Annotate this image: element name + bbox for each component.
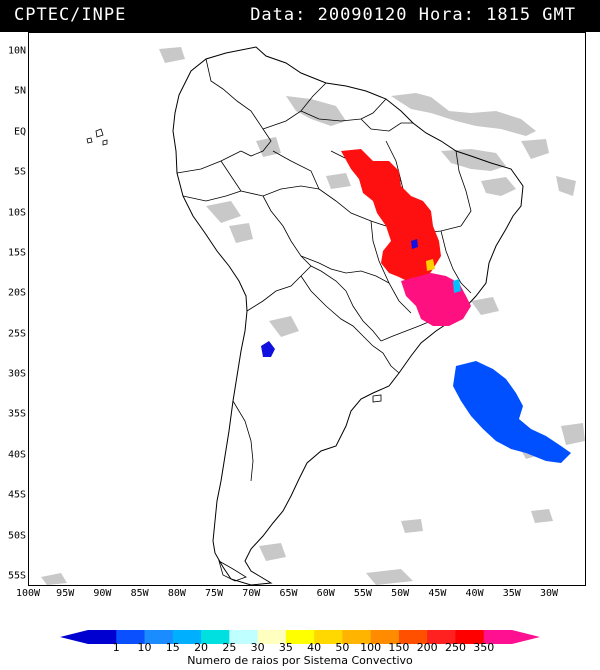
legend-tick-label: 50 xyxy=(335,641,350,654)
longitude-label: 30W xyxy=(539,588,559,599)
latitude-label: 25S xyxy=(7,328,26,340)
latitude-label: 10S xyxy=(7,207,26,219)
longitude-label: 65W xyxy=(279,588,298,599)
longitude-label: 100W xyxy=(15,588,41,599)
islands xyxy=(86,128,382,582)
lightning-blue xyxy=(453,361,571,463)
legend-swatch xyxy=(229,630,259,644)
legend-swatch xyxy=(455,630,485,644)
datetime-label: Data: 20090120 Hora: 1815 GMT xyxy=(250,5,576,25)
map-frame xyxy=(28,32,586,586)
source-label: CPTEC/INPE xyxy=(14,5,127,25)
legend-tick-label: 10 xyxy=(137,641,152,654)
legend-tick-label: 20 xyxy=(194,641,209,654)
legend-swatch xyxy=(483,630,513,644)
latitude-label: 55S xyxy=(7,570,26,582)
latitude-label: 45S xyxy=(7,489,26,501)
legend-colorbar xyxy=(60,630,540,644)
longitude-label: 40W xyxy=(465,588,484,599)
longitude-label: 70W xyxy=(242,588,261,599)
longitude-label: 75W xyxy=(205,588,224,599)
legend-caption: Numero de raios por Sistema Convectivo xyxy=(187,654,413,667)
legend-tick-label: 25 xyxy=(222,641,237,654)
longitude-label: 85W xyxy=(130,588,149,599)
legend-swatch xyxy=(398,630,428,644)
longitude-label: 60W xyxy=(316,588,335,599)
legend-swatch xyxy=(370,630,400,644)
latitude-label: 30S xyxy=(7,368,26,380)
lightning-dark-blue xyxy=(261,239,418,357)
lightning-cyan xyxy=(453,279,461,293)
legend-tick-label: 200 xyxy=(416,641,438,654)
latitude-label: 15S xyxy=(7,247,26,259)
longitude-label: 50W xyxy=(391,588,410,599)
latitude-label: 20S xyxy=(7,287,26,299)
longitude-label: 35W xyxy=(502,588,521,599)
latitude-label: 50S xyxy=(7,530,26,542)
title-bar: CPTEC/INPE Data: 20090120 Hora: 1815 GMT xyxy=(0,0,600,32)
legend-swatch xyxy=(201,630,230,644)
legend-swatch xyxy=(342,630,372,644)
lightning-yellow xyxy=(426,259,435,271)
legend-swatch xyxy=(116,630,146,644)
legend-right-arrow xyxy=(512,630,540,644)
legend-tick-label: 250 xyxy=(444,641,466,654)
latitude-label: 5S xyxy=(13,166,26,178)
legend-swatch xyxy=(427,630,456,644)
legend-left-arrow xyxy=(60,630,88,644)
legend-swatch xyxy=(88,630,117,644)
cloud-areas xyxy=(41,47,585,585)
legend-tick-label: 150 xyxy=(388,641,410,654)
lightning-red xyxy=(341,149,441,283)
legend-swatch xyxy=(257,630,287,644)
legend-swatch xyxy=(144,630,174,644)
legend-tick-label: 100 xyxy=(360,641,382,654)
longitude-label: 90W xyxy=(93,588,112,599)
legend-swatch xyxy=(172,630,202,644)
latitude-label: 35S xyxy=(7,408,26,420)
legend-tick-label: 1 xyxy=(112,641,120,654)
latitude-label: 40S xyxy=(7,449,26,461)
longitude-label: 80W xyxy=(167,588,186,599)
legend-tick-label: 35 xyxy=(278,641,293,654)
legend-tick-label: 350 xyxy=(473,641,495,654)
legend-tick-label: 30 xyxy=(250,641,265,654)
longitude-label: 95W xyxy=(56,588,75,599)
lightning-magenta xyxy=(401,273,471,326)
longitude-label: 45W xyxy=(428,588,447,599)
legend-swatch xyxy=(314,630,343,644)
south-america-outline xyxy=(172,46,524,585)
latitude-label: EQ xyxy=(13,126,26,138)
latitude-label: 5N xyxy=(13,85,26,97)
legend-tick-label: 40 xyxy=(307,641,322,654)
latitude-label: 10N xyxy=(7,45,26,57)
longitude-label: 55W xyxy=(353,588,372,599)
legend-swatch xyxy=(285,630,315,644)
map-canvas xyxy=(41,46,585,585)
legend-tick-label: 15 xyxy=(165,641,180,654)
